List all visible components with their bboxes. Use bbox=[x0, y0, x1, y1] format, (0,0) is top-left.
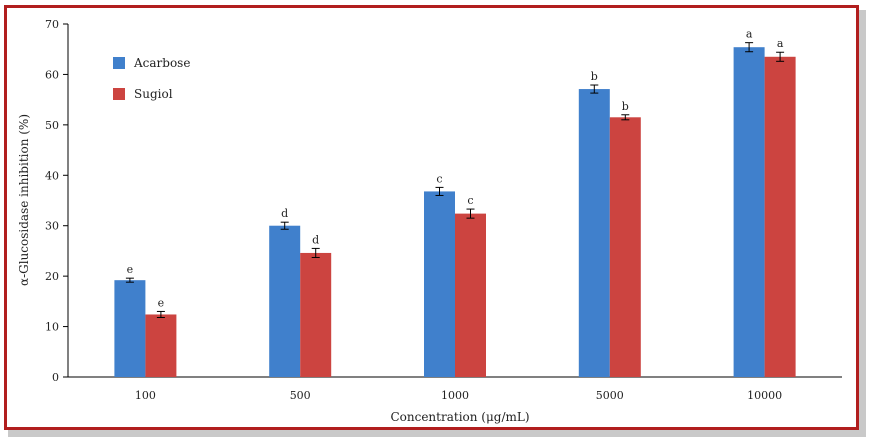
legend: Acarbose Sugiol bbox=[113, 56, 190, 101]
x-axis: 100 500 1000 5000 10000 bbox=[68, 376, 842, 402]
significance-label: e bbox=[158, 296, 165, 309]
significance-label: a bbox=[746, 28, 753, 41]
x-axis-label: Concentration (μg/mL) bbox=[390, 410, 529, 424]
bar-acarbose bbox=[114, 280, 146, 377]
significance-label: c bbox=[436, 172, 442, 185]
y-tick-label: 70 bbox=[45, 18, 59, 31]
significance-label: d bbox=[312, 233, 319, 246]
bar-sugiol bbox=[145, 314, 177, 377]
bar-sugiol bbox=[300, 252, 332, 377]
y-tick-label: 10 bbox=[45, 321, 59, 334]
bar-acarbose bbox=[733, 47, 765, 377]
y-tick-label: 60 bbox=[45, 68, 59, 81]
y-tick-label: 50 bbox=[45, 119, 59, 132]
bar-sugiol bbox=[764, 56, 796, 378]
x-tick-label: 10000 bbox=[747, 389, 782, 402]
significance-label: b bbox=[622, 100, 629, 113]
legend-swatch-acarbose bbox=[113, 57, 125, 69]
bar-sugiol bbox=[609, 117, 641, 378]
x-tick-label: 5000 bbox=[596, 389, 624, 402]
y-tick-label: 40 bbox=[45, 169, 59, 182]
y-tick-label: 20 bbox=[45, 270, 59, 283]
bar-acarbose bbox=[578, 89, 610, 377]
significance-label: d bbox=[281, 207, 288, 220]
legend-swatch-sugiol bbox=[113, 88, 125, 100]
significance-label: b bbox=[591, 70, 598, 83]
legend-label-acarbose: Acarbose bbox=[133, 56, 190, 70]
bar-acarbose bbox=[269, 225, 301, 377]
bars: e e d d c c b b a a bbox=[114, 28, 796, 378]
bar-acarbose bbox=[424, 191, 455, 377]
x-tick-label: 100 bbox=[135, 389, 156, 402]
y-axis-label: α-Glucosidase inhibition (%) bbox=[17, 114, 31, 286]
y-tick-label: 0 bbox=[52, 371, 59, 384]
y-axis: 0 10 20 30 40 50 60 70 bbox=[45, 18, 69, 384]
bar-sugiol bbox=[455, 213, 486, 377]
significance-label: c bbox=[467, 194, 473, 207]
y-tick-label: 30 bbox=[45, 220, 59, 233]
significance-label: a bbox=[777, 37, 784, 50]
legend-label-sugiol: Sugiol bbox=[134, 87, 173, 101]
significance-label: e bbox=[127, 263, 134, 276]
x-tick-label: 500 bbox=[290, 389, 311, 402]
x-tick-label: 1000 bbox=[441, 389, 469, 402]
